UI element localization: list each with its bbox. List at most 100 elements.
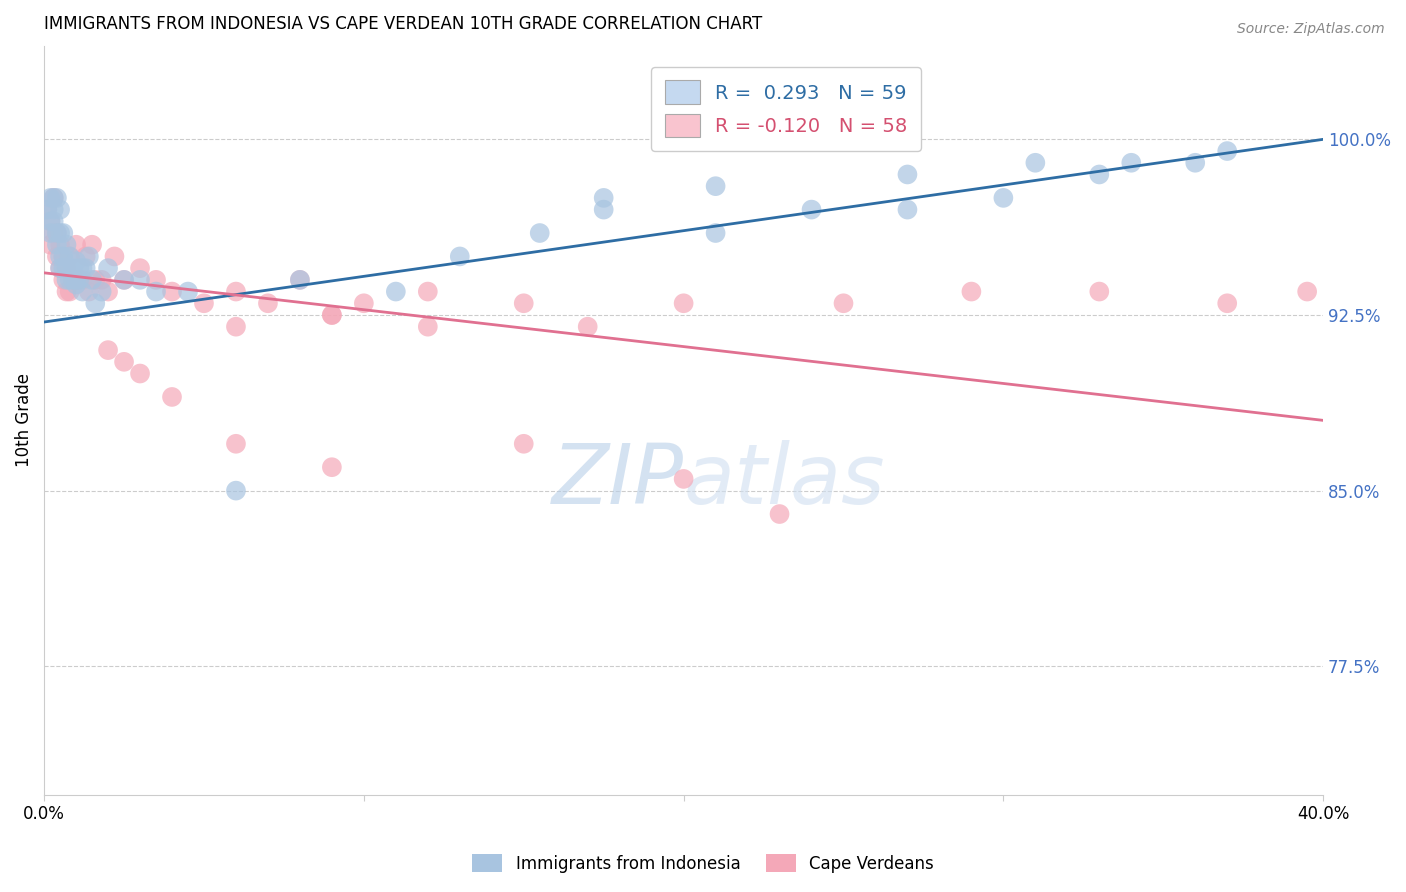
Point — [49, 237, 72, 252]
Point — [513, 437, 536, 451]
Point — [55, 261, 77, 276]
Point — [129, 273, 152, 287]
Point — [832, 296, 855, 310]
Text: IMMIGRANTS FROM INDONESIA VS CAPE VERDEAN 10TH GRADE CORRELATION CHART: IMMIGRANTS FROM INDONESIA VS CAPE VERDEA… — [44, 15, 762, 33]
Point — [1296, 285, 1319, 299]
Point — [321, 308, 343, 322]
Point — [52, 249, 75, 263]
Point — [42, 226, 65, 240]
Point — [45, 226, 67, 240]
Point — [576, 319, 599, 334]
Point — [59, 249, 82, 263]
Point — [62, 273, 84, 287]
Point — [42, 191, 65, 205]
Text: ZIP: ZIP — [551, 440, 683, 521]
Point — [65, 273, 87, 287]
Point — [62, 273, 84, 287]
Point — [529, 226, 551, 240]
Point — [59, 273, 82, 287]
Text: atlas: atlas — [683, 440, 886, 521]
Point — [592, 202, 614, 217]
Point — [1184, 155, 1206, 169]
Point — [225, 319, 247, 334]
Point — [321, 460, 343, 475]
Point — [353, 296, 375, 310]
Point — [72, 261, 94, 276]
Point — [960, 285, 983, 299]
Point — [80, 273, 103, 287]
Point — [145, 285, 167, 299]
Point — [37, 202, 59, 217]
Point — [55, 285, 77, 299]
Point — [225, 437, 247, 451]
Point — [59, 285, 82, 299]
Point — [1121, 155, 1143, 169]
Point — [97, 285, 120, 299]
Point — [112, 273, 135, 287]
Point — [49, 261, 72, 276]
Point — [45, 237, 67, 252]
Point — [37, 202, 59, 217]
Point — [449, 249, 471, 263]
Point — [1216, 144, 1239, 158]
Point — [1024, 155, 1046, 169]
Point — [97, 261, 120, 276]
Point — [65, 237, 87, 252]
Point — [672, 472, 695, 486]
Point — [993, 191, 1015, 205]
Point — [90, 273, 112, 287]
Point — [112, 355, 135, 369]
Point — [65, 277, 87, 292]
Point — [97, 343, 120, 357]
Point — [800, 202, 823, 217]
Text: Source: ZipAtlas.com: Source: ZipAtlas.com — [1237, 22, 1385, 37]
Point — [288, 273, 311, 287]
Point — [257, 296, 280, 310]
Point — [39, 237, 62, 252]
Point — [513, 296, 536, 310]
Point — [39, 214, 62, 228]
Point — [67, 273, 90, 287]
Point — [768, 507, 790, 521]
Point — [59, 249, 82, 263]
Point — [49, 249, 72, 263]
Point — [129, 367, 152, 381]
Point — [225, 285, 247, 299]
Point — [160, 285, 183, 299]
Point — [416, 319, 439, 334]
Point — [416, 285, 439, 299]
Point — [39, 214, 62, 228]
Legend: R =  0.293   N = 59, R = -0.120   N = 58: R = 0.293 N = 59, R = -0.120 N = 58 — [651, 67, 921, 151]
Point — [321, 308, 343, 322]
Point — [52, 249, 75, 263]
Point — [42, 191, 65, 205]
Point — [225, 483, 247, 498]
Point — [129, 261, 152, 276]
Point — [52, 226, 75, 240]
Point — [145, 273, 167, 287]
Point — [896, 202, 918, 217]
Point — [592, 191, 614, 205]
Point — [45, 191, 67, 205]
Point — [385, 285, 408, 299]
Point — [55, 261, 77, 276]
Point — [177, 285, 200, 299]
Point — [52, 261, 75, 276]
Point — [77, 249, 100, 263]
Point — [160, 390, 183, 404]
Point — [45, 249, 67, 263]
Point — [67, 273, 90, 287]
Point — [90, 285, 112, 299]
Point — [65, 273, 87, 287]
Point — [896, 168, 918, 182]
Point — [112, 273, 135, 287]
Point — [72, 285, 94, 299]
Point — [55, 237, 77, 252]
Point — [1216, 296, 1239, 310]
Y-axis label: 10th Grade: 10th Grade — [15, 374, 32, 467]
Point — [103, 249, 125, 263]
Point — [55, 273, 77, 287]
Point — [75, 261, 97, 276]
Point — [1088, 168, 1111, 182]
Point — [67, 261, 90, 276]
